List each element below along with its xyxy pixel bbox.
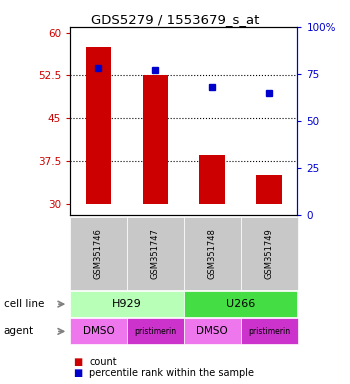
Text: pristimerin: pristimerin (134, 327, 176, 336)
Text: GSM351749: GSM351749 (265, 228, 274, 279)
Bar (86, 47, 111, 204)
Text: DMSO: DMSO (83, 326, 114, 336)
Text: GSM351747: GSM351747 (151, 228, 160, 279)
Text: DMSO: DMSO (196, 326, 228, 336)
Text: pristimerin: pristimerin (248, 327, 290, 336)
Text: GDS5279 / 1553679_s_at: GDS5279 / 1553679_s_at (91, 13, 259, 26)
Text: count: count (89, 357, 117, 367)
Text: H929: H929 (112, 299, 142, 309)
Text: GSM351746: GSM351746 (94, 228, 103, 279)
Text: cell line: cell line (4, 299, 44, 309)
Bar (142, 75, 168, 204)
Bar (256, 175, 282, 204)
Text: agent: agent (4, 326, 34, 336)
Text: percentile rank within the sample: percentile rank within the sample (89, 368, 254, 378)
Text: ■: ■ (74, 357, 86, 367)
Bar (199, 155, 225, 204)
Text: ■: ■ (74, 368, 86, 378)
Text: GSM351748: GSM351748 (208, 228, 217, 279)
Text: U266: U266 (226, 299, 255, 309)
